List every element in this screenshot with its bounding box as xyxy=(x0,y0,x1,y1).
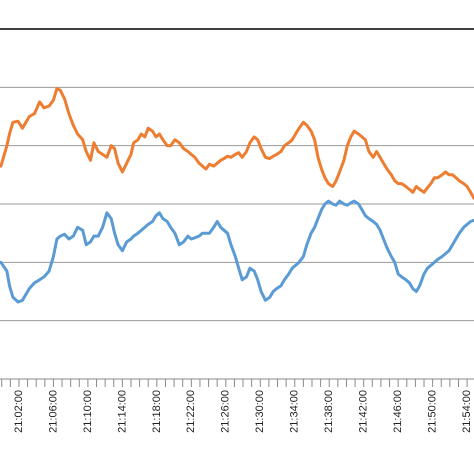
x-tick-label: 21:38:00 xyxy=(323,390,335,433)
x-tick-label: 21:46:00 xyxy=(392,390,404,433)
series-lines xyxy=(0,87,474,304)
x-tick-label: 21:10:00 xyxy=(82,390,94,433)
series-line-1 xyxy=(0,87,474,200)
x-axis xyxy=(0,378,474,387)
x-tick-label: 21:06:00 xyxy=(47,390,59,433)
x-tick-label: 21:50:00 xyxy=(427,390,439,433)
x-tick-label: 21:34:00 xyxy=(289,390,301,433)
x-tick-label: 21:30:00 xyxy=(254,390,266,433)
x-tick-label: 21:14:00 xyxy=(116,390,128,433)
x-tick-label: 21:18:00 xyxy=(151,390,163,433)
x-tick-label: 21:42:00 xyxy=(358,390,370,433)
x-tick-label: 21:26:00 xyxy=(220,390,232,433)
x-tick-labels: 21:02:00 21:06:00 21:10:00 21:14:00 21:18:00… xyxy=(13,390,473,433)
x-tick-label: 21:22:00 xyxy=(185,390,197,433)
series-line-2 xyxy=(0,199,474,304)
x-tick-label: 21:02:00 xyxy=(13,390,25,433)
x-tick-label: 21:54:00 xyxy=(461,390,473,433)
